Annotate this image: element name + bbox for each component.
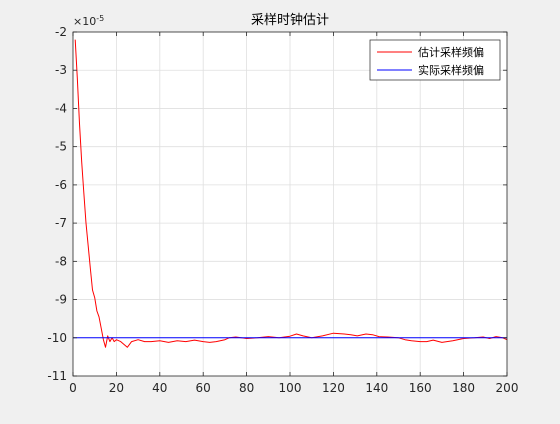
x-tick-label-5: 100 [279,381,302,395]
x-tick-label-1: 20 [109,381,124,395]
y-tick-label-5: -7 [55,216,67,230]
legend-box [369,39,501,81]
y-tick-label-1: -3 [55,63,67,77]
x-tick-label-9: 180 [452,381,475,395]
y-tick-label-0: -2 [55,25,67,39]
x-tick-label-4: 80 [239,381,254,395]
x-tick-label-2: 40 [152,381,167,395]
x-tick-label-0: 0 [69,381,77,395]
y-exponent-base: ×10 [73,15,96,28]
x-tick-label-10: 200 [496,381,519,395]
y-tick-label-8: -10 [47,331,67,345]
y-tick-label-3: -5 [55,140,67,154]
y-tick-label-6: -8 [55,254,67,268]
chart-title: 采样时钟估计 [251,12,329,28]
legend-label-estimated: 估计采样频偏 [418,45,484,59]
y-exponent-label: ×10-5 [73,14,104,28]
y-tick-label-9: -11 [47,369,67,383]
x-tick-label-7: 140 [365,381,388,395]
x-tick-label-8: 160 [409,381,432,395]
legend-label-actual: 实际采样频偏 [418,63,484,77]
legend[interactable]: 估计采样频偏 实际采样频偏 [369,39,501,81]
x-tick-label-3: 60 [196,381,211,395]
x-tick-label-6: 120 [322,381,345,395]
y-tick-label-2: -4 [55,101,67,115]
y-exponent-power: -5 [96,14,104,23]
y-tick-label-4: -6 [55,178,67,192]
axis-ticks: 0 20 40 60 80 100 120 140 160 180 200 -2 -3 -4 -5 -6 -7 -… [47,25,518,395]
y-tick-label-7: -9 [55,293,67,307]
series-line-0 [74,39,508,348]
series-lines [73,39,508,348]
